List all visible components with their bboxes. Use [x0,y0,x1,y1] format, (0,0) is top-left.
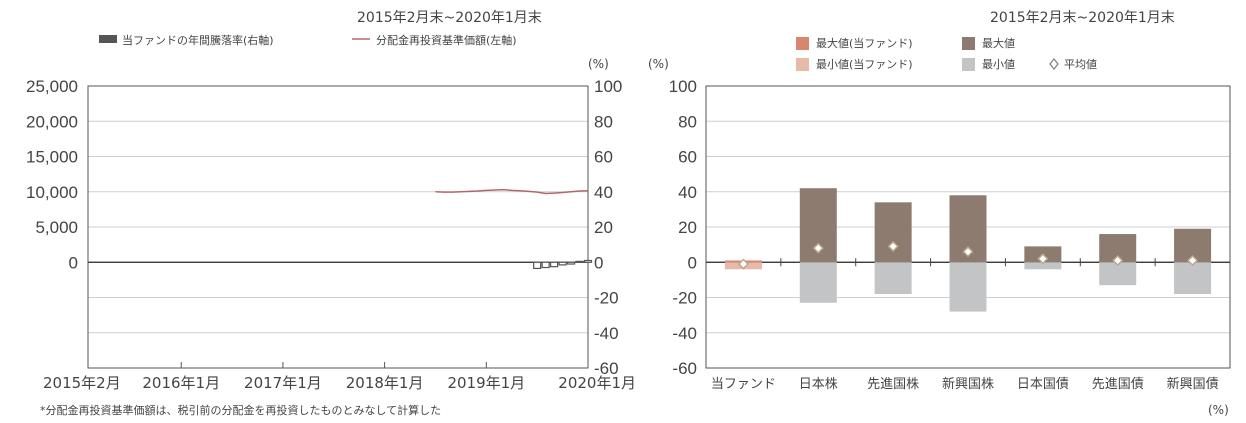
left-right-tick-label: 40 [594,183,613,202]
legend-min-label: 最小値 [982,58,1015,71]
right-legend: 最大値(当ファンド) 最大値 最小値(当ファンド) 最小値 平均値 [796,36,1097,71]
right-bottom-unit: (%) [1208,403,1229,417]
left-return-bar [583,259,593,263]
legend-min-fund-swatch [796,58,809,71]
left-return-bar [533,261,542,270]
right-left-unit: (%) [648,57,669,71]
left-x-tick-label: 2016年1月 [142,374,220,392]
right-y-tick-label: 80 [678,112,697,131]
left-return-bar [558,261,567,266]
left-left-tick-label: 20,000 [26,112,78,131]
legend-max-label: 最大値 [982,36,1015,50]
left-left-tick-label: 15,000 [26,148,78,167]
right-y-tick-label: 60 [678,148,697,167]
legend-max-fund-swatch [796,37,809,50]
right-category-label: 先進国株 [867,377,919,392]
left-left-tick-label: 25,000 [26,77,78,96]
left-x-tick-label: 2015年2月 [43,374,121,392]
min-bar [949,262,987,312]
left-right-tick-label: 80 [594,112,613,131]
left-period: 2015年2月末~2020年1月末 [357,10,542,26]
avg-marker [1037,253,1049,265]
right-y-tick-label: 40 [678,183,697,202]
avg-marker [887,240,899,252]
left-x-tick-label: 2018年1月 [346,374,424,392]
right-plot-area: 100 80 60 40 20 0 -20 -40 -60 当ファンド 日本株 先進国株 新興国株 日本国… [669,77,1231,392]
min-bar [799,262,837,303]
left-legend-line-label: 分配金再投資基準価額(左軸) [376,33,517,47]
left-right-unit: (%) [588,57,609,71]
left-plot-area: 100 80 60 40 20 0 -20 -40 -60 25,000 20,000 15,000 1… [26,77,636,392]
left-right-tick-label: 60 [594,148,613,167]
min-bar [1024,262,1062,270]
left-left-tick-label: 5,000 [35,218,78,237]
right-period: 2015年2月末~2020年1月末 [990,10,1175,26]
right-y-tick-label: 0 [688,253,697,272]
min-bar [1099,262,1137,286]
legend-min-fund-label: 最小値(当ファンド) [816,57,913,71]
left-return-bar [550,261,559,268]
legend-avg-marker-icon [1049,58,1059,70]
left-right-tick-label: -60 [594,359,619,378]
legend-avg-label: 平均値 [1064,58,1097,71]
legend-max-fund-label: 最大値(当ファンド) [816,36,913,50]
right-category-label: 先進国債 [1092,377,1144,392]
left-right-tick-label: 20 [594,218,613,237]
right-y-tick-label: 20 [678,218,697,237]
left-right-tick-label: -40 [594,324,619,343]
left-nav-line [435,188,589,195]
left-return-bar [541,261,550,269]
left-left-tick-label: 10,000 [26,183,78,202]
avg-marker [1187,254,1199,267]
left-right-tick-label: 100 [594,77,622,96]
left-x-tick-label: 2020年1月 [558,374,636,392]
max-bar [874,202,912,263]
left-legend: 当ファンドの年間騰落率(右軸) 分配金再投資基準価額(左軸) [99,33,517,47]
right-category-label: 新興国債 [1167,376,1219,392]
left-footnote: *分配金再投資基準価額は、税引前の分配金を再投資したものとみなして計算した [40,403,441,417]
right-category-label: 日本国債 [1017,377,1069,392]
right-y-tick-label: -20 [672,289,697,308]
avg-marker [1112,254,1124,267]
legend-max-swatch [962,37,975,50]
right-category-label: 日本株 [799,377,838,392]
left-return-bar [575,260,584,263]
left-legend-bar-label: 当ファンドの年間騰落率(右軸) [122,33,274,47]
avg-marker [812,242,824,254]
left-x-tick-label: 2019年1月 [447,374,525,392]
left-plot-frame [87,85,589,369]
left-left-tick-label: 0 [69,253,78,272]
right-category-label: 当ファンド [711,377,776,392]
left-right-tick-label: 0 [594,253,603,272]
right-plot-frame [705,85,1231,369]
right-category-label: 新興国株 [942,376,994,392]
left-return-bar [566,261,576,265]
left-right-tick-label: -20 [594,289,619,308]
min-bar [874,262,912,294]
left-x-tick-label: 2017年1月 [244,374,322,392]
min-bar [1174,262,1212,294]
legend-min-swatch [962,58,975,71]
right-y-tick-label: 100 [669,77,697,96]
left-legend-bar-swatch [99,35,117,43]
avg-marker [737,258,749,270]
right-y-tick-label: -60 [672,359,697,378]
right-y-tick-label: -40 [672,324,697,343]
avg-marker [962,246,974,258]
